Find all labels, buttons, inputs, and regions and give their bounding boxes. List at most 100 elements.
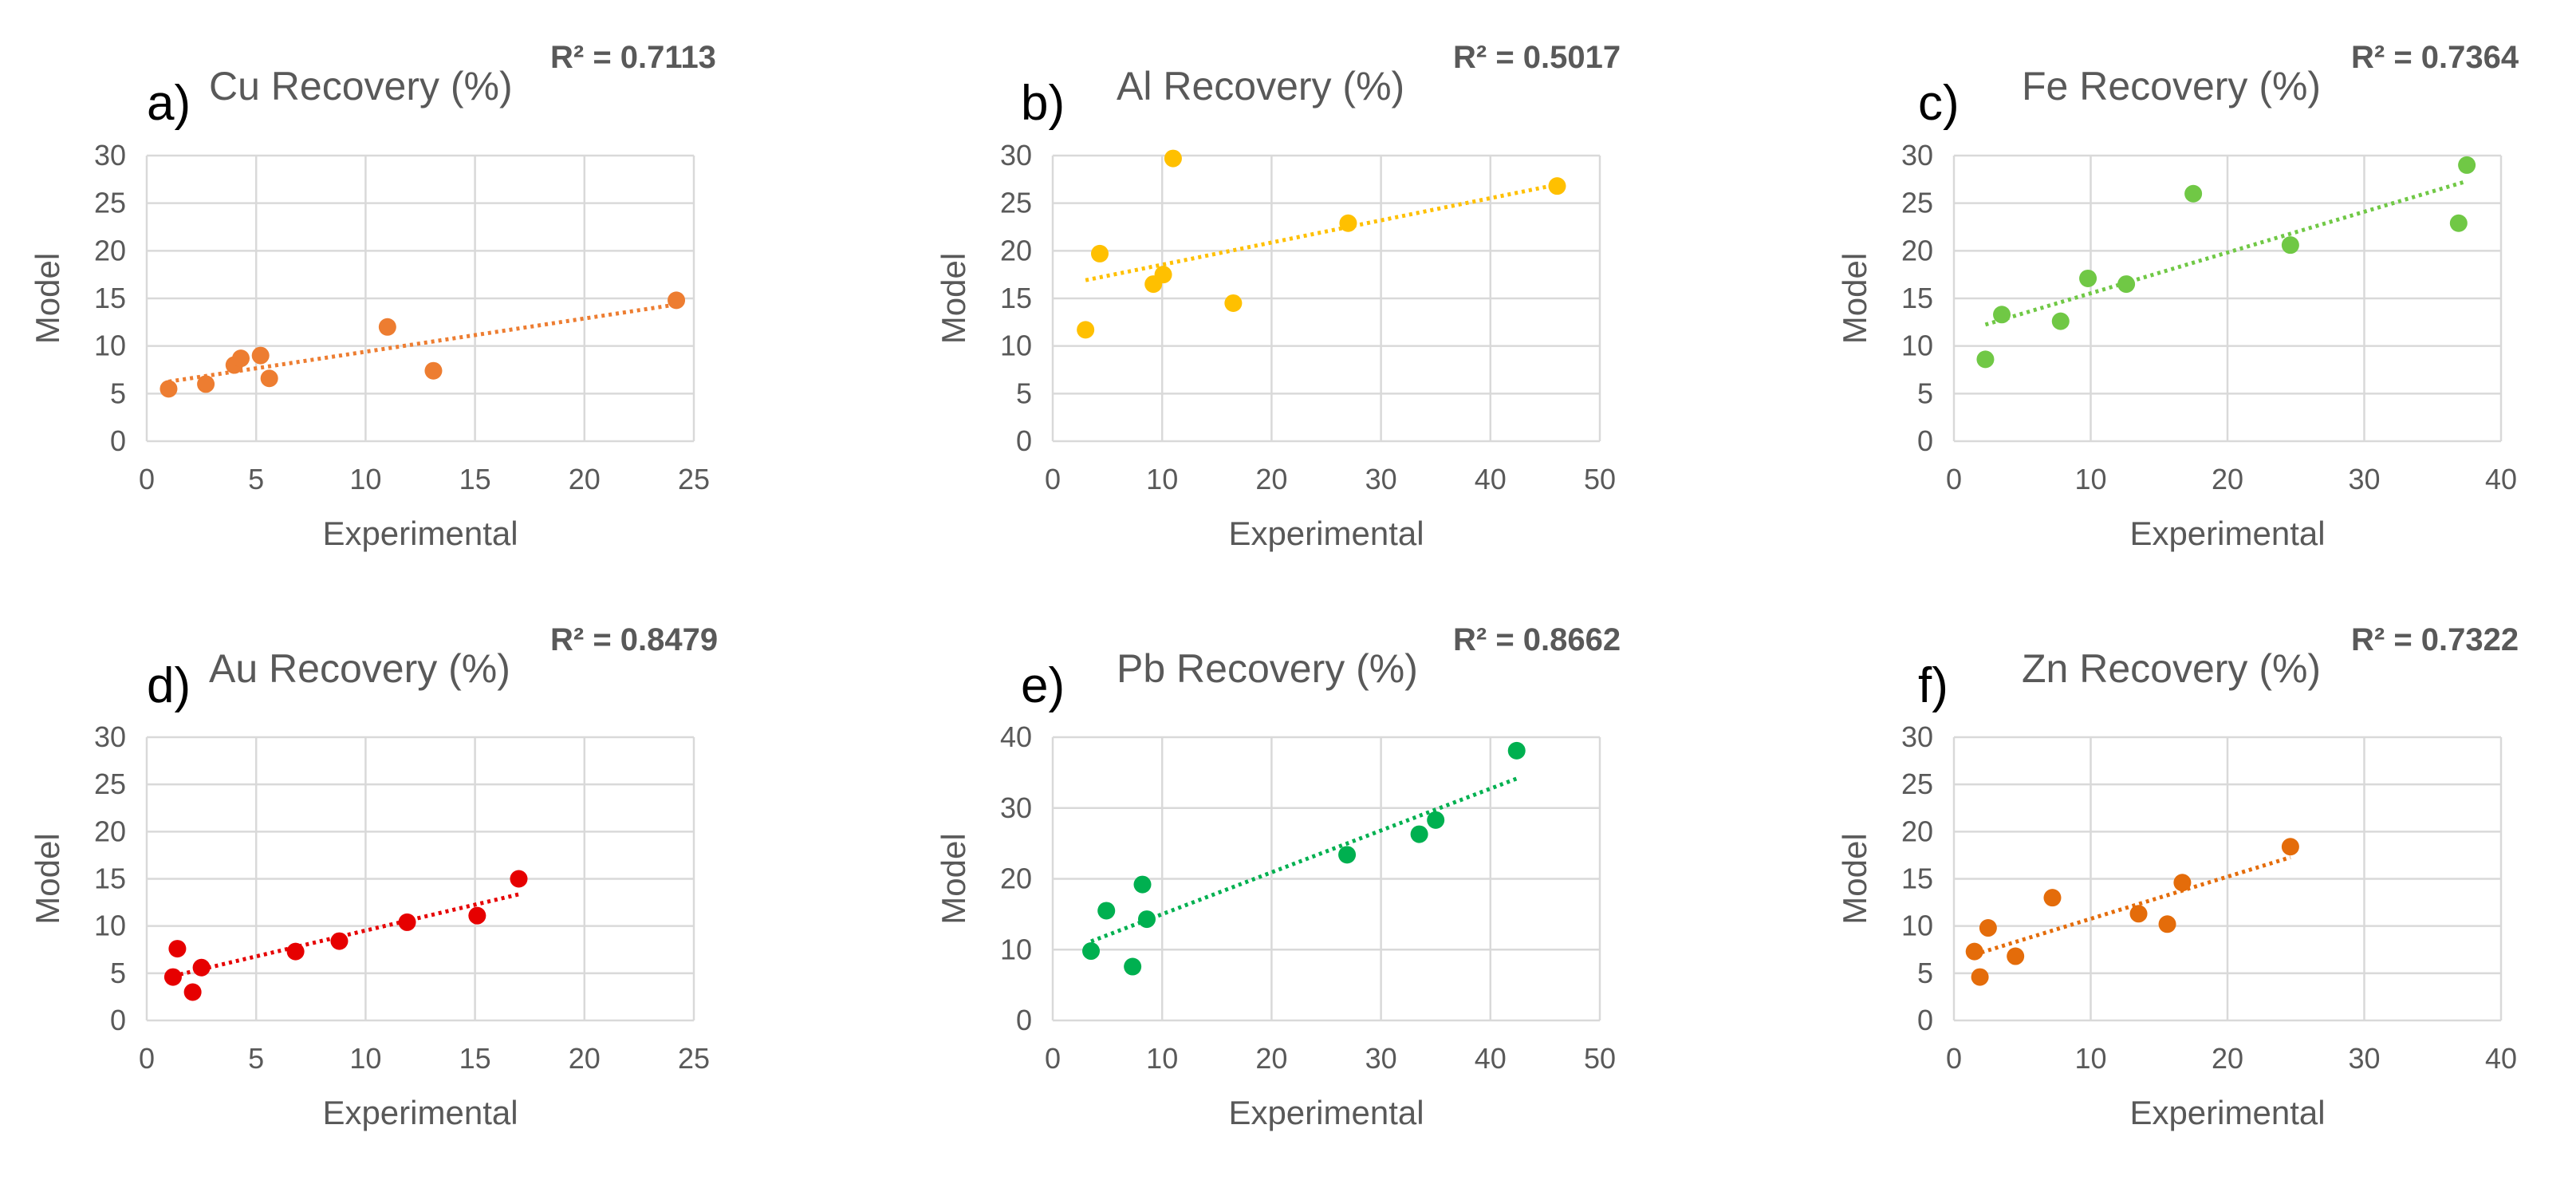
chart-title: Cu Recovery (%) xyxy=(209,64,513,109)
y-tick-label: 0 xyxy=(1016,424,1032,457)
data-point xyxy=(1339,214,1357,232)
data-point xyxy=(1077,321,1095,339)
y-tick-label: 20 xyxy=(1000,234,1032,266)
y-tick-label: 30 xyxy=(94,139,126,172)
panel-letter: f) xyxy=(1918,658,1948,713)
x-axis-title: Experimental xyxy=(2129,1094,2325,1131)
data-point xyxy=(1097,902,1116,920)
x-tick-label: 5 xyxy=(248,463,264,495)
data-point xyxy=(1338,846,1357,864)
data-point xyxy=(1979,919,1997,937)
chart-zn: 0 5 10 15 20 25 30 0 10 20 30 40 Experimental Model f)… xyxy=(1836,622,2519,1131)
data-point xyxy=(2007,947,2025,965)
y-tick-label: 25 xyxy=(1000,187,1032,219)
data-point xyxy=(1090,244,1109,262)
x-axis-title: Experimental xyxy=(1228,515,1424,552)
data-point xyxy=(1133,875,1152,894)
x-tick-label: 30 xyxy=(2348,463,2380,495)
data-point xyxy=(163,968,182,986)
trendline xyxy=(172,892,520,978)
x-tick-label: 10 xyxy=(2074,463,2106,495)
x-tick-label: 40 xyxy=(1475,1042,1507,1075)
y-tick-label: 10 xyxy=(94,330,126,362)
x-tick-label: 20 xyxy=(569,463,601,495)
y-tick-label: 5 xyxy=(110,957,126,989)
y-axis-title: Model xyxy=(29,833,66,924)
data-point xyxy=(2117,275,2136,294)
y-tick-label: 20 xyxy=(94,815,126,847)
y-tick-label: 0 xyxy=(1016,1004,1032,1036)
x-tick-label: 20 xyxy=(1255,1042,1287,1075)
chart-fe: 0 5 10 15 20 25 30 0 10 20 30 40 Experimental Model c)… xyxy=(1836,40,2519,552)
x-tick-label: 0 xyxy=(1946,1042,1962,1075)
data-point xyxy=(1427,811,1445,829)
data-point xyxy=(2129,905,2148,923)
y-tick-label: 10 xyxy=(1000,933,1032,965)
x-tick-label: 10 xyxy=(349,463,381,495)
y-tick-label: 15 xyxy=(94,862,126,895)
r-squared-label: R² = 0.7113 xyxy=(550,40,716,75)
y-tick-label: 10 xyxy=(1901,910,1933,942)
data-point xyxy=(286,942,305,961)
data-point xyxy=(1164,149,1182,168)
y-tick-label: 10 xyxy=(1901,330,1933,362)
data-point xyxy=(1154,266,1172,284)
x-tick-label: 25 xyxy=(678,463,710,495)
y-tick-label: 40 xyxy=(1000,720,1032,753)
data-point xyxy=(1410,825,1428,843)
trendline xyxy=(1984,179,2468,327)
x-tick-label: 25 xyxy=(678,1042,710,1075)
data-point xyxy=(1965,942,1983,961)
x-axis-title: Experimental xyxy=(1228,1094,1424,1131)
y-axis-title: Model xyxy=(1836,833,1873,924)
y-tick-label: 20 xyxy=(94,234,126,266)
y-tick-label: 15 xyxy=(94,282,126,314)
x-tick-label: 50 xyxy=(1584,1042,1616,1075)
y-tick-label: 20 xyxy=(1901,234,1933,266)
data-point xyxy=(1548,177,1566,195)
data-point xyxy=(2079,269,2097,287)
data-point xyxy=(2458,156,2476,174)
y-tick-label: 25 xyxy=(94,768,126,800)
x-tick-label: 10 xyxy=(349,1042,381,1075)
data-point xyxy=(2449,214,2468,232)
data-point xyxy=(2281,838,2299,856)
data-point xyxy=(260,369,278,388)
x-axis-title: Experimental xyxy=(322,515,518,552)
data-point xyxy=(424,361,443,380)
y-axis-title: Model xyxy=(1836,253,1873,344)
y-tick-label: 25 xyxy=(1901,187,1933,219)
data-point xyxy=(2173,874,2192,892)
y-tick-label: 25 xyxy=(94,187,126,219)
y-axis-title: Model xyxy=(29,253,66,344)
x-tick-label: 0 xyxy=(139,463,155,495)
data-point xyxy=(398,913,416,931)
data-point xyxy=(183,983,202,1001)
data-point xyxy=(1224,294,1243,312)
data-point xyxy=(1507,741,1526,760)
y-tick-label: 10 xyxy=(94,910,126,942)
data-point xyxy=(1137,910,1156,929)
r-squared-label: R² = 0.8662 xyxy=(1453,622,1621,657)
panel-letter: b) xyxy=(1021,76,1065,131)
x-tick-label: 40 xyxy=(1475,463,1507,495)
y-tick-label: 15 xyxy=(1901,862,1933,895)
panel-letter: c) xyxy=(1918,76,1960,131)
r-squared-label: R² = 0.5017 xyxy=(1453,40,1621,75)
x-tick-label: 5 xyxy=(248,1042,264,1075)
y-tick-label: 15 xyxy=(1901,282,1933,314)
chart-pb: 0 10 20 30 40 0 10 20 30 40 50 Experimental Model e) P… xyxy=(935,622,1621,1131)
y-axis-title: Model xyxy=(935,833,972,924)
trendline xyxy=(168,302,677,384)
data-point xyxy=(1082,942,1101,961)
panel-letter: d) xyxy=(147,658,191,713)
chart-title: Fe Recovery (%) xyxy=(2022,64,2321,109)
y-tick-label: 20 xyxy=(1901,815,1933,847)
r-squared-label: R² = 0.8479 xyxy=(550,622,718,657)
y-tick-label: 15 xyxy=(1000,282,1032,314)
data-point xyxy=(2051,312,2070,330)
r-squared-label: R² = 0.7322 xyxy=(2351,622,2519,657)
data-point xyxy=(231,349,250,368)
data-point xyxy=(2158,915,2176,933)
